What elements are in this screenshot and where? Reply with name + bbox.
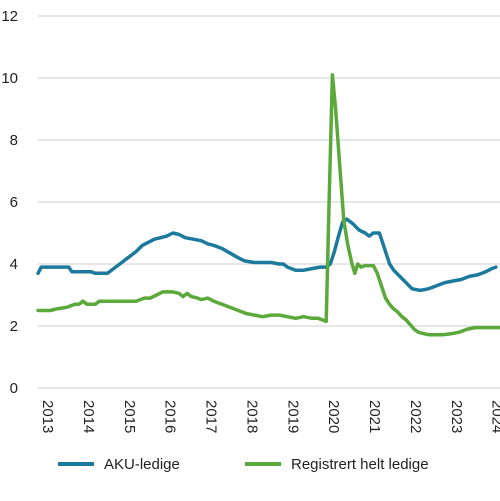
y-gridlines [38,15,500,389]
x-tick-label: 2017 [203,400,220,433]
x-tick-label: 2023 [448,400,465,433]
x-tick-label: 2024 [489,400,500,433]
y-axis-tick-labels: 0 2 4 6 8 10 12 [1,8,18,397]
data-series [36,73,500,337]
x-tick-label: 2018 [243,400,260,433]
legend-label-aku: AKU-ledige [104,456,180,473]
y-tick-label: 8 [10,132,18,149]
y-tick-label: 4 [10,256,18,273]
legend-item-aku: AKU-ledige [58,456,180,473]
y-tick-label: 0 [10,380,18,397]
y-tick-label: 10 [1,70,18,87]
x-tick-label: 2015 [121,400,138,433]
legend: AKU-ledige Registrert helt ledige [58,456,429,473]
x-tick-label: 2019 [284,400,301,433]
legend-label-registrert: Registrert helt ledige [291,456,429,473]
x-tick-label: 2020 [325,400,342,433]
x-tick-label: 2013 [39,400,56,433]
x-axis-tick-labels: 2013 2014 2015 2016 2017 2018 2019 2020 2021 2022… [39,400,500,433]
x-tick-label: 2021 [366,400,383,433]
legend-item-registrert: Registrert helt ledige [245,456,429,473]
x-tick-label: 2016 [162,400,179,433]
x-tick-label: 2022 [407,400,424,433]
y-tick-label: 12 [1,8,18,25]
series-line-aku-ledige [36,217,498,293]
series-line-registrert-helt-ledige [36,73,500,337]
y-tick-label: 6 [10,194,18,211]
x-tick-label: 2014 [80,400,97,433]
y-tick-label: 2 [10,318,18,335]
